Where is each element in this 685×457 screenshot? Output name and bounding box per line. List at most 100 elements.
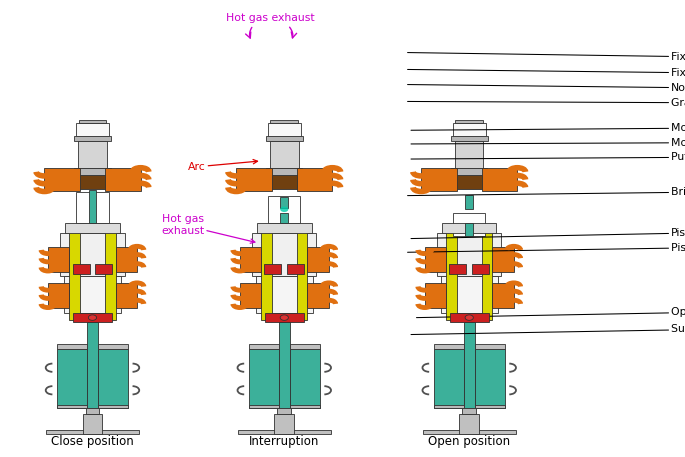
Bar bbox=[456, 120, 483, 123]
Bar bbox=[240, 247, 261, 272]
Bar bbox=[249, 405, 279, 408]
Bar bbox=[434, 405, 464, 408]
Bar bbox=[98, 349, 128, 408]
Text: Piston Rod: Piston Rod bbox=[408, 243, 685, 253]
Bar bbox=[76, 123, 109, 136]
Bar bbox=[462, 408, 476, 414]
Bar bbox=[116, 283, 137, 308]
Bar bbox=[472, 264, 489, 274]
Bar bbox=[48, 247, 69, 272]
Bar bbox=[290, 405, 320, 408]
Bar bbox=[290, 344, 320, 349]
Bar bbox=[269, 196, 300, 223]
Bar bbox=[460, 414, 479, 434]
Bar bbox=[308, 283, 329, 308]
Bar bbox=[73, 313, 112, 322]
Bar bbox=[421, 168, 457, 191]
Bar bbox=[105, 168, 140, 191]
Bar bbox=[95, 264, 112, 274]
Bar bbox=[482, 228, 493, 320]
Bar bbox=[264, 264, 282, 274]
Text: Nozzle: Nozzle bbox=[408, 83, 685, 93]
Bar bbox=[256, 276, 313, 313]
Circle shape bbox=[280, 315, 288, 320]
Bar bbox=[287, 264, 304, 274]
Bar bbox=[475, 344, 505, 349]
Bar bbox=[105, 228, 116, 320]
Bar bbox=[240, 283, 261, 308]
Bar bbox=[264, 313, 304, 322]
Bar bbox=[434, 349, 464, 408]
Bar bbox=[86, 408, 99, 414]
Text: Hot gas exhaust: Hot gas exhaust bbox=[226, 13, 315, 23]
Bar bbox=[64, 276, 121, 313]
Bar bbox=[275, 414, 294, 434]
Bar bbox=[465, 195, 473, 209]
Bar bbox=[98, 344, 128, 349]
Circle shape bbox=[280, 207, 288, 212]
Bar bbox=[73, 264, 90, 274]
Text: Piston: Piston bbox=[411, 228, 685, 239]
Bar bbox=[88, 190, 97, 223]
Bar bbox=[98, 405, 128, 408]
Bar bbox=[48, 283, 69, 308]
Bar bbox=[252, 233, 316, 276]
Bar bbox=[475, 349, 505, 408]
Bar bbox=[74, 168, 111, 175]
Bar bbox=[263, 175, 306, 189]
Text: Close position: Close position bbox=[51, 435, 134, 448]
Bar bbox=[297, 228, 308, 320]
Bar bbox=[434, 344, 464, 349]
Bar bbox=[79, 120, 106, 123]
Text: Operating insulator rod: Operating insulator rod bbox=[416, 307, 685, 318]
Bar bbox=[290, 349, 320, 408]
Circle shape bbox=[465, 315, 473, 320]
Text: Puffer cylinder: Puffer cylinder bbox=[411, 152, 685, 162]
Bar bbox=[423, 430, 516, 434]
Circle shape bbox=[88, 315, 97, 320]
Bar bbox=[60, 233, 125, 276]
Text: Open position: Open position bbox=[428, 435, 510, 448]
Bar bbox=[270, 141, 299, 168]
Text: Hot gas
exhaust: Hot gas exhaust bbox=[161, 214, 255, 243]
Bar bbox=[87, 322, 98, 408]
Bar bbox=[442, 223, 497, 233]
Bar bbox=[449, 313, 489, 322]
Bar bbox=[116, 247, 137, 272]
Bar bbox=[266, 168, 303, 175]
Bar bbox=[271, 120, 298, 123]
Bar bbox=[83, 414, 102, 434]
Bar bbox=[261, 228, 272, 320]
Bar bbox=[268, 123, 301, 136]
Bar bbox=[74, 136, 111, 141]
Text: Interruption: Interruption bbox=[249, 435, 319, 448]
Bar bbox=[266, 136, 303, 141]
Bar bbox=[65, 223, 120, 233]
Bar bbox=[236, 168, 272, 191]
Bar bbox=[453, 123, 486, 136]
Bar bbox=[69, 228, 80, 320]
Bar bbox=[449, 264, 466, 274]
Bar bbox=[77, 192, 108, 223]
Bar bbox=[453, 213, 485, 236]
Text: Supporting insulator: Supporting insulator bbox=[411, 324, 685, 335]
Bar bbox=[249, 349, 279, 408]
Bar bbox=[280, 213, 288, 223]
Bar bbox=[482, 168, 517, 191]
Bar bbox=[297, 168, 332, 191]
Bar bbox=[446, 228, 457, 320]
Bar bbox=[280, 197, 288, 208]
Bar bbox=[78, 141, 107, 168]
Bar bbox=[451, 168, 488, 175]
Text: Bridge insulator: Bridge insulator bbox=[408, 187, 685, 197]
Bar bbox=[451, 136, 488, 141]
Bar bbox=[440, 276, 498, 313]
Bar bbox=[425, 283, 446, 308]
Bar bbox=[57, 349, 87, 408]
Bar bbox=[475, 405, 505, 408]
Bar bbox=[279, 322, 290, 408]
Bar bbox=[71, 175, 114, 189]
Text: Moving arc contact: Moving arc contact bbox=[411, 123, 685, 133]
Bar bbox=[448, 175, 490, 189]
Bar bbox=[425, 247, 446, 272]
